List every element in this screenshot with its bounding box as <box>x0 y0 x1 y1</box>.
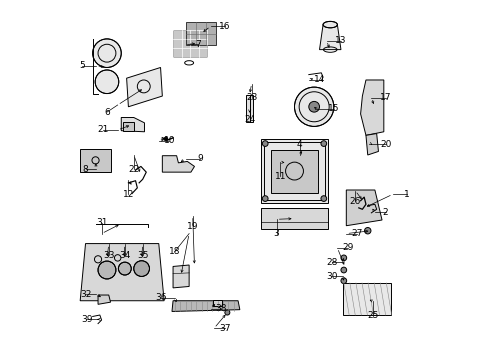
Circle shape <box>340 278 346 284</box>
Text: 23: 23 <box>245 93 257 102</box>
Circle shape <box>224 310 229 315</box>
Text: 27: 27 <box>350 229 362 238</box>
Polygon shape <box>162 156 194 172</box>
Bar <box>173 30 206 57</box>
Polygon shape <box>342 283 390 315</box>
Bar <box>123 122 134 131</box>
Text: 1: 1 <box>404 190 409 199</box>
Circle shape <box>320 196 326 202</box>
Text: 13: 13 <box>334 36 346 45</box>
Text: 31: 31 <box>96 219 107 228</box>
Circle shape <box>308 102 319 112</box>
Text: 18: 18 <box>169 247 180 256</box>
Polygon shape <box>126 67 162 107</box>
Text: 25: 25 <box>366 311 378 320</box>
Text: 26: 26 <box>349 197 360 206</box>
Text: 2: 2 <box>382 208 387 217</box>
Text: 4: 4 <box>296 140 302 149</box>
Circle shape <box>98 261 116 279</box>
Text: 38: 38 <box>215 304 226 313</box>
Text: 7: 7 <box>195 40 201 49</box>
Circle shape <box>364 228 370 234</box>
Circle shape <box>294 87 333 126</box>
Polygon shape <box>365 134 378 155</box>
Text: 35: 35 <box>137 251 148 260</box>
Polygon shape <box>172 301 240 311</box>
Text: 21: 21 <box>98 126 109 135</box>
Bar <box>185 22 216 45</box>
Text: 17: 17 <box>379 93 390 102</box>
Bar <box>264 143 324 200</box>
Circle shape <box>340 267 346 273</box>
Circle shape <box>93 39 121 67</box>
Polygon shape <box>360 80 383 135</box>
Circle shape <box>134 261 149 276</box>
Circle shape <box>262 141 267 147</box>
Text: 32: 32 <box>80 290 91 299</box>
Text: 9: 9 <box>197 154 203 163</box>
Text: 28: 28 <box>325 258 337 267</box>
Text: 10: 10 <box>163 136 175 145</box>
Ellipse shape <box>323 21 337 28</box>
Bar <box>213 300 222 306</box>
Circle shape <box>164 137 167 141</box>
Text: 15: 15 <box>327 104 339 113</box>
Text: 6: 6 <box>104 108 110 117</box>
Bar <box>80 149 110 172</box>
Text: 3: 3 <box>273 229 279 238</box>
Text: 33: 33 <box>103 251 114 260</box>
Text: 11: 11 <box>274 172 285 181</box>
Text: 29: 29 <box>342 243 353 252</box>
Circle shape <box>262 196 267 202</box>
Text: 8: 8 <box>82 165 88 174</box>
Text: 37: 37 <box>219 324 230 333</box>
Text: 20: 20 <box>379 140 390 149</box>
Bar <box>271 150 317 193</box>
Circle shape <box>95 70 119 94</box>
Polygon shape <box>346 190 381 226</box>
Polygon shape <box>98 295 110 304</box>
Circle shape <box>320 141 326 147</box>
Text: 24: 24 <box>244 115 255 124</box>
Text: 16: 16 <box>219 22 230 31</box>
Text: 39: 39 <box>81 315 93 324</box>
Text: 36: 36 <box>155 293 166 302</box>
Bar <box>246 95 252 122</box>
Text: 19: 19 <box>186 222 198 231</box>
Circle shape <box>340 255 346 261</box>
Polygon shape <box>80 244 164 301</box>
Polygon shape <box>121 117 144 132</box>
Circle shape <box>118 262 131 275</box>
Text: 22: 22 <box>128 165 139 174</box>
Bar <box>260 139 328 203</box>
Polygon shape <box>260 208 328 229</box>
Text: 34: 34 <box>119 251 130 260</box>
Text: 12: 12 <box>122 190 134 199</box>
Text: 5: 5 <box>79 61 84 70</box>
Polygon shape <box>319 24 340 50</box>
Text: 14: 14 <box>313 76 325 85</box>
Polygon shape <box>173 265 189 288</box>
Text: 30: 30 <box>325 272 337 281</box>
